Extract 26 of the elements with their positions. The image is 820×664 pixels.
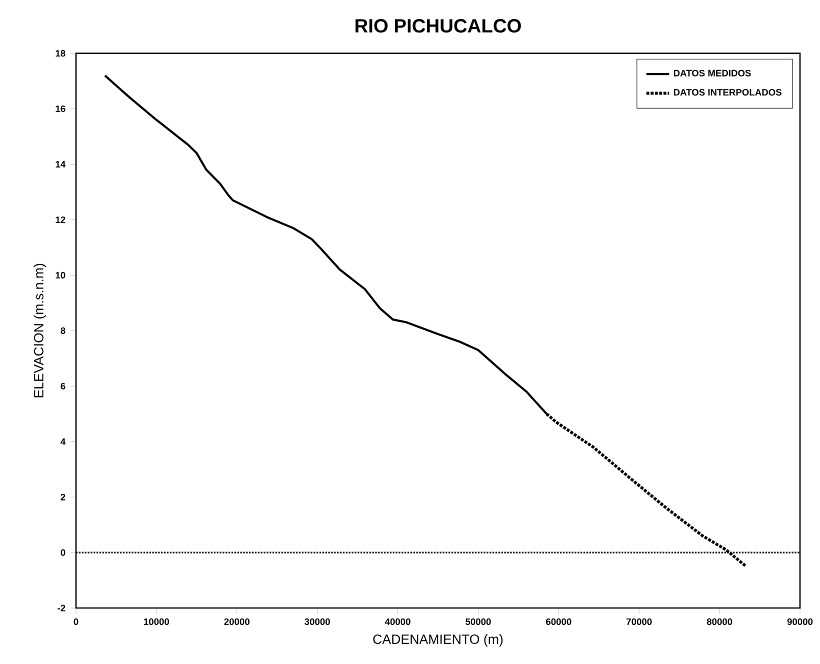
x-tick-label: 90000 (787, 618, 813, 625)
x-tick-label: 70000 (626, 618, 652, 625)
y-tick-label: 0 (60, 549, 66, 556)
x-tick-label: 0 (74, 618, 78, 625)
x-tick-label: 10000 (144, 618, 170, 625)
y-tick-label: 14 (56, 161, 66, 168)
legend-label: DATOS INTERPOLADOS (674, 89, 782, 96)
x-tick-label: 40000 (384, 618, 410, 625)
x-tick-label: 30000 (304, 618, 330, 626)
x-axis-title: CADENAMIENTO (m) (373, 634, 503, 647)
y-tick-label: 6 (60, 382, 66, 390)
y-tick-label: 10 (56, 272, 66, 278)
x-tick-label: 80000 (706, 618, 732, 625)
x-tick-label: 20000 (224, 618, 250, 625)
y-tick-label: 2 (60, 494, 66, 500)
y-tick-label: 18 (56, 50, 66, 57)
chart-title: RIO PICHUCALCO (356, 19, 521, 33)
y-tick-label: 12 (56, 216, 66, 223)
y-tick-label: -2 (58, 604, 66, 612)
x-tick-label: 50000 (466, 618, 491, 625)
y-tick-label: 4 (60, 438, 66, 445)
y-tick-label: 16 (56, 106, 66, 112)
y-tick-label: 8 (60, 327, 66, 334)
y-axis-title: ELEVACION (m.s.n.m) (34, 264, 46, 398)
legend-label: DATOS MEDIDOS (674, 70, 751, 76)
x-tick-label: 60000 (546, 618, 572, 625)
